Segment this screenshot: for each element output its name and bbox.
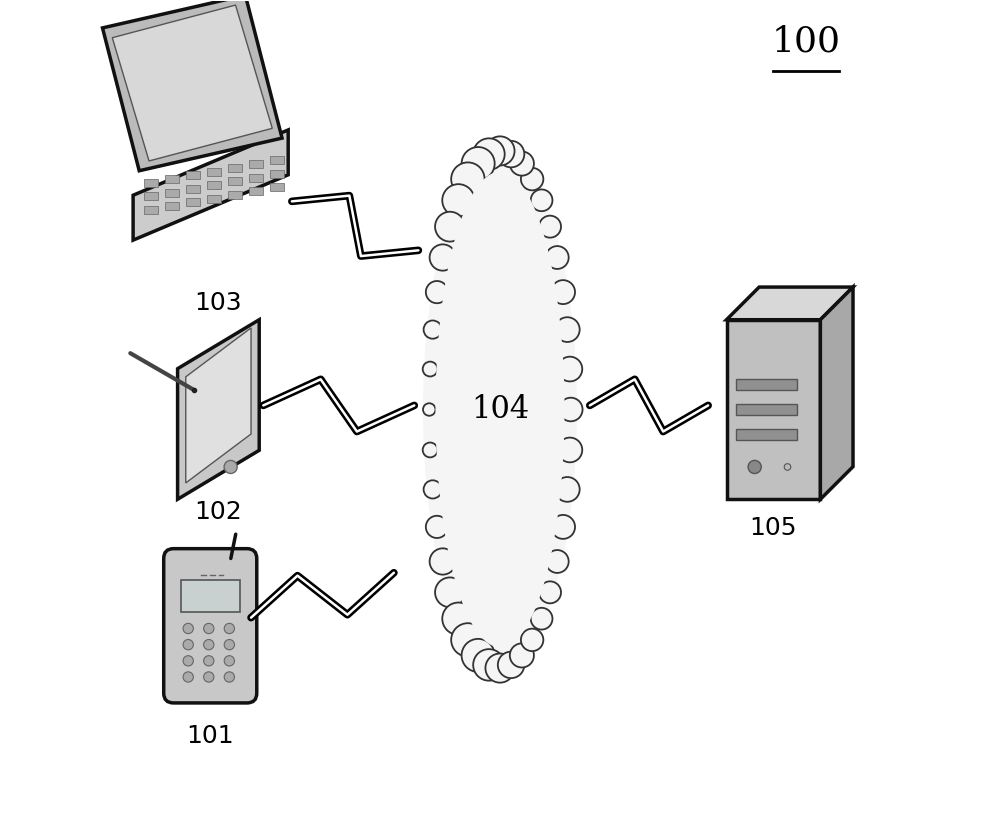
Polygon shape	[207, 181, 221, 189]
Circle shape	[423, 442, 438, 457]
Polygon shape	[186, 185, 200, 193]
Polygon shape	[249, 161, 263, 168]
Circle shape	[183, 623, 193, 634]
Polygon shape	[228, 178, 242, 185]
Circle shape	[531, 608, 552, 630]
Circle shape	[423, 362, 438, 377]
Polygon shape	[178, 319, 259, 500]
Circle shape	[558, 437, 582, 462]
Circle shape	[473, 649, 505, 681]
Circle shape	[473, 138, 505, 170]
Circle shape	[551, 515, 575, 539]
Circle shape	[539, 215, 561, 238]
Polygon shape	[165, 202, 179, 210]
Circle shape	[224, 623, 234, 634]
Polygon shape	[133, 130, 288, 240]
Polygon shape	[102, 0, 282, 170]
Text: 105: 105	[750, 516, 797, 540]
Circle shape	[539, 581, 561, 604]
Circle shape	[435, 577, 465, 607]
Circle shape	[430, 549, 456, 575]
Text: 102: 102	[195, 500, 242, 523]
Polygon shape	[165, 188, 179, 197]
Text: 104: 104	[471, 394, 529, 425]
Circle shape	[531, 189, 552, 211]
Circle shape	[224, 672, 234, 682]
Polygon shape	[228, 191, 242, 199]
Text: 103: 103	[195, 292, 242, 315]
Polygon shape	[270, 183, 284, 192]
Polygon shape	[270, 170, 284, 178]
Circle shape	[748, 460, 761, 473]
Circle shape	[521, 168, 543, 190]
Circle shape	[204, 623, 214, 634]
Circle shape	[510, 152, 534, 175]
FancyBboxPatch shape	[736, 404, 797, 415]
Polygon shape	[186, 171, 200, 179]
Circle shape	[558, 357, 582, 382]
Polygon shape	[186, 198, 200, 206]
Circle shape	[424, 320, 442, 339]
Polygon shape	[270, 156, 284, 165]
Circle shape	[485, 136, 515, 165]
Circle shape	[546, 246, 569, 269]
Circle shape	[462, 147, 495, 180]
Polygon shape	[249, 187, 263, 195]
Circle shape	[435, 212, 465, 242]
Circle shape	[555, 317, 580, 342]
Polygon shape	[727, 319, 820, 500]
Circle shape	[204, 640, 214, 649]
Circle shape	[204, 656, 214, 666]
Text: 101: 101	[186, 724, 234, 748]
Polygon shape	[820, 287, 853, 500]
Circle shape	[224, 640, 234, 649]
Circle shape	[442, 184, 475, 216]
Circle shape	[510, 644, 534, 667]
Circle shape	[498, 141, 524, 167]
Polygon shape	[207, 168, 221, 176]
Ellipse shape	[436, 173, 564, 646]
Polygon shape	[144, 192, 158, 201]
Polygon shape	[207, 195, 221, 202]
Circle shape	[784, 464, 791, 470]
Polygon shape	[727, 287, 853, 319]
Polygon shape	[249, 174, 263, 182]
Polygon shape	[186, 328, 251, 483]
Circle shape	[204, 672, 214, 682]
FancyBboxPatch shape	[181, 580, 240, 613]
Circle shape	[521, 629, 543, 651]
Polygon shape	[228, 164, 242, 172]
Polygon shape	[144, 179, 158, 187]
Circle shape	[559, 398, 583, 421]
Circle shape	[451, 623, 485, 657]
Polygon shape	[165, 175, 179, 183]
Circle shape	[423, 403, 435, 416]
Circle shape	[485, 654, 515, 683]
Circle shape	[426, 516, 448, 538]
Circle shape	[442, 603, 475, 635]
Ellipse shape	[424, 154, 576, 665]
FancyBboxPatch shape	[736, 379, 797, 390]
Circle shape	[451, 162, 485, 196]
Circle shape	[555, 477, 580, 502]
Polygon shape	[112, 5, 272, 161]
Circle shape	[462, 639, 495, 672]
Circle shape	[183, 672, 193, 682]
Circle shape	[430, 244, 456, 270]
Circle shape	[498, 652, 524, 678]
FancyBboxPatch shape	[164, 549, 257, 703]
FancyBboxPatch shape	[736, 429, 797, 440]
Circle shape	[224, 656, 234, 666]
Polygon shape	[144, 206, 158, 214]
Circle shape	[546, 550, 569, 573]
Circle shape	[424, 480, 442, 499]
Circle shape	[426, 281, 448, 303]
Circle shape	[183, 640, 193, 649]
Circle shape	[551, 280, 575, 304]
Circle shape	[183, 656, 193, 666]
Text: 100: 100	[772, 25, 841, 58]
Circle shape	[224, 460, 237, 473]
